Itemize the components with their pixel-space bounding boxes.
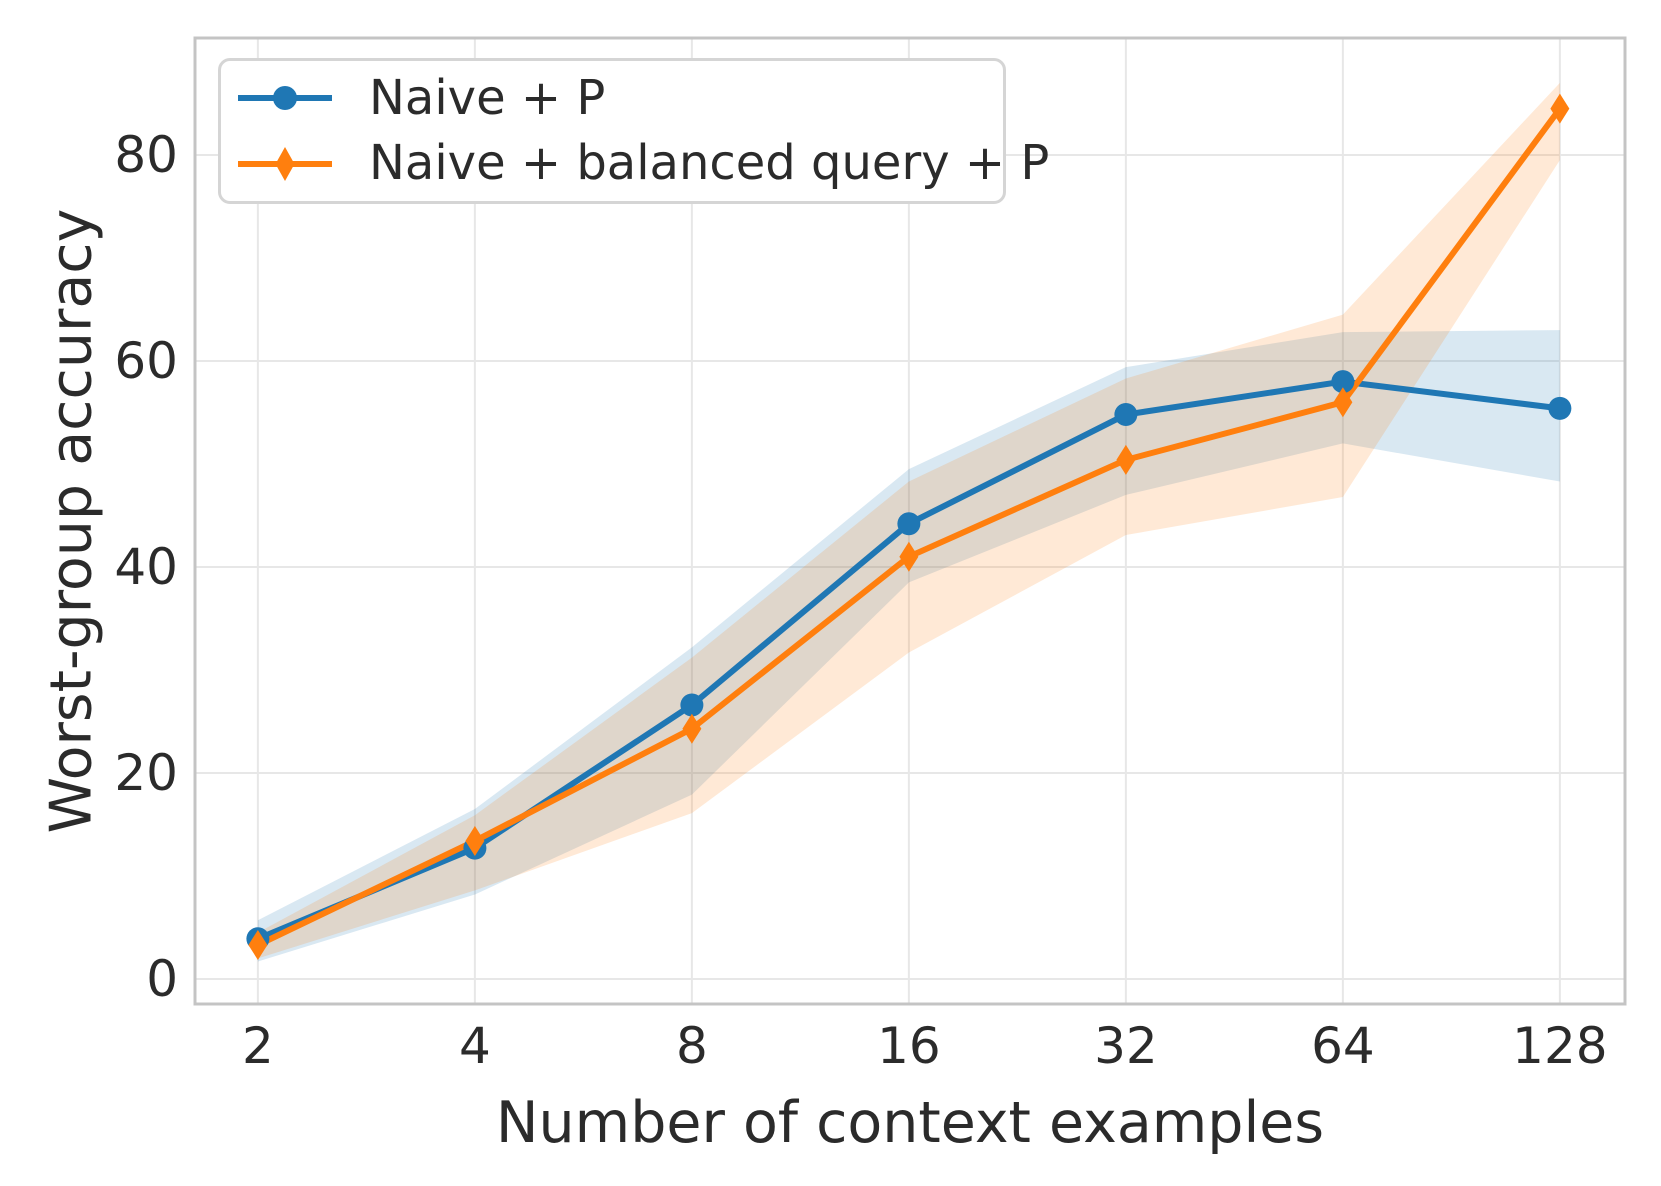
x-tick-label: 2 — [242, 1017, 274, 1075]
data-point-naive-p — [1548, 396, 1572, 420]
confidence-band-naive-p — [257, 330, 1560, 962]
x-tick-label: 4 — [459, 1017, 491, 1075]
x-tick-label: 128 — [1512, 1017, 1607, 1075]
data-point-naive-p — [680, 693, 704, 717]
legend-label: Naive + balanced query + P — [369, 135, 1050, 191]
data-point-naive-balanced-query-p — [1116, 444, 1136, 475]
x-tick-label: 64 — [1311, 1017, 1375, 1075]
x-axis-label: Number of context examples — [495, 1090, 1325, 1156]
data-point-naive-balanced-query-p — [465, 825, 485, 856]
y-tick-label: 40 — [114, 538, 178, 596]
data-point-naive-balanced-query-p — [899, 541, 919, 572]
y-axis-label: Worst-group accuracy — [38, 208, 105, 834]
data-point-naive-balanced-query-p — [248, 929, 268, 960]
y-tick-label: 20 — [114, 744, 178, 802]
x-tick-label: 8 — [676, 1017, 708, 1075]
x-tick-label: 32 — [1094, 1017, 1158, 1075]
data-point-naive-balanced-query-p — [1333, 387, 1353, 418]
legend-item-naive-balanced-query-p: Naive + balanced query + P — [235, 135, 1049, 191]
y-tick-label: 60 — [114, 332, 178, 390]
y-tick-label: 0 — [146, 950, 178, 1008]
legend-line-circle-icon — [238, 86, 332, 111]
legend-line-diamond-icon — [238, 146, 332, 181]
data-point-naive-p — [1331, 370, 1355, 394]
legend-item-naive-p: Naive + P — [235, 69, 993, 126]
data-point-naive-balanced-query-p — [682, 713, 702, 744]
y-tick-label: 80 — [114, 126, 178, 184]
x-tick-label: 16 — [877, 1017, 941, 1075]
data-point-naive-balanced-query-p — [1550, 93, 1570, 124]
data-point-naive-p — [897, 512, 921, 536]
data-point-naive-p — [1114, 403, 1138, 427]
plot-border — [193, 36, 1627, 1006]
legend-label: Naive + P — [369, 69, 606, 126]
legend: Naive + P Naive + balanced query + P — [218, 58, 1049, 204]
